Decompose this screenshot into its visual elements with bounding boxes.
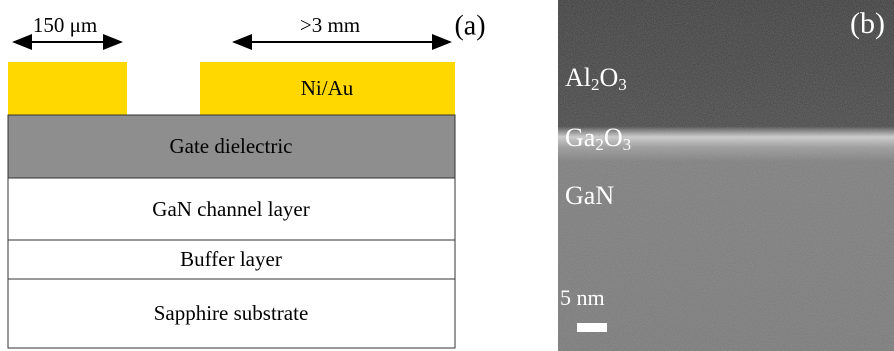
layer-label: Buffer layer [180,247,282,271]
scale-bar [577,323,607,332]
dimension-label: 150 μm [33,13,97,37]
dimension-label: >3 mm [300,13,360,37]
contact-pad [8,62,127,115]
layer-label: Gate dielectric [169,134,292,158]
panel-a: (a) 150 μm >3 mm Ni/Au Gate dielectric G… [8,10,486,348]
panel-b: (b) Al2O3 Ga2O3 GaN 5 nm [558,0,894,351]
panel-label: (b) [850,7,885,40]
layer-label: GaN channel layer [152,197,309,221]
micrograph-noise [558,0,894,351]
scale-bar-label: 5 nm [560,285,605,310]
region-label: GaN [565,181,614,210]
layer-label: Sapphire substrate [154,301,309,325]
layer-label: Ni/Au [301,76,354,100]
panel-label: (a) [454,10,485,41]
figure: (a) 150 μm >3 mm Ni/Au Gate dielectric G… [0,0,894,351]
